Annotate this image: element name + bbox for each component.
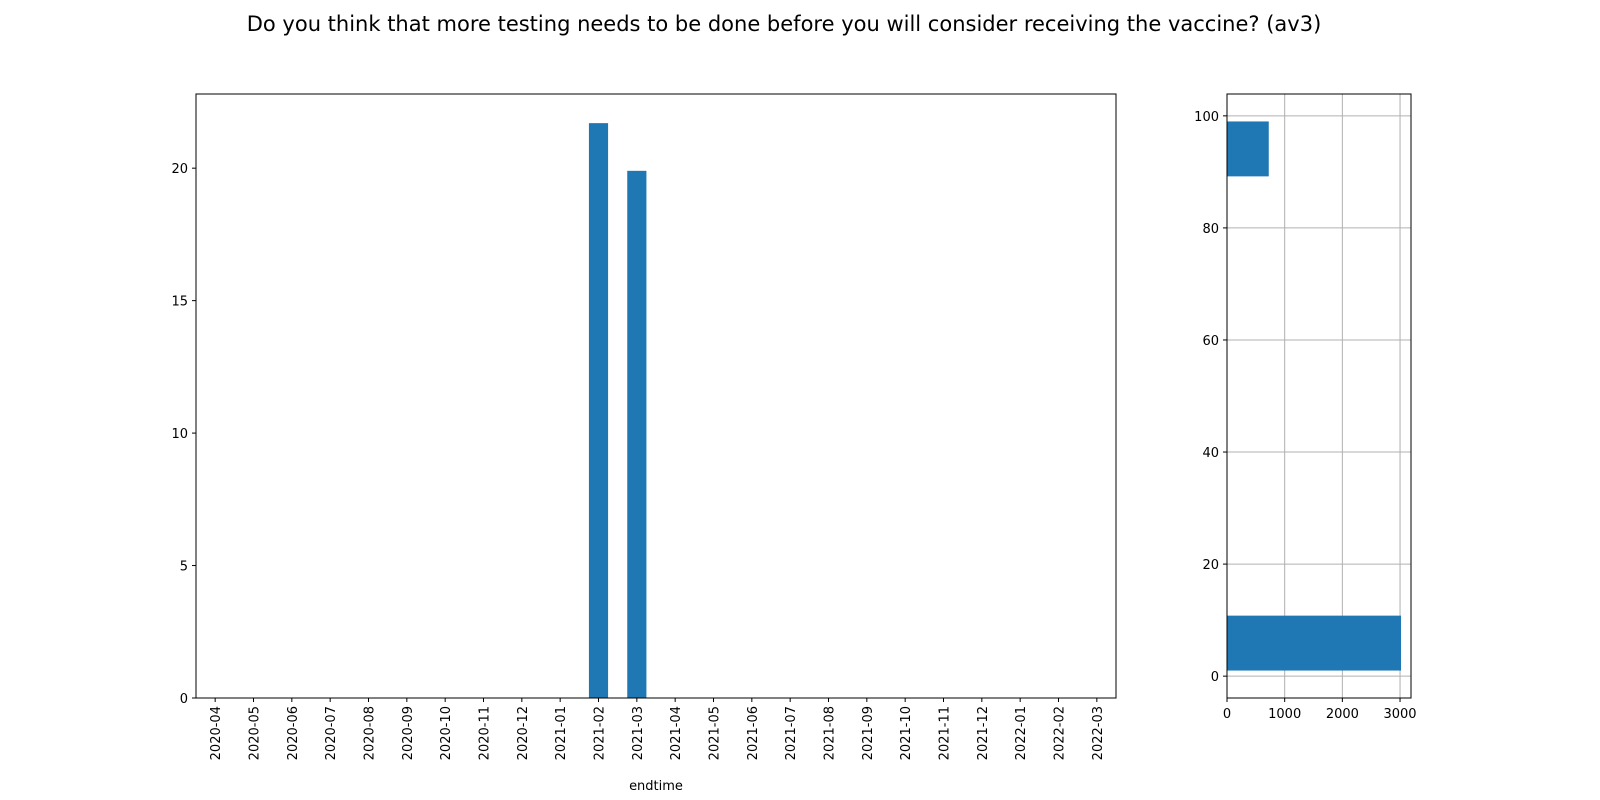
x-tick-label: 2021-01 [554,706,569,760]
x-tick-label: 2021-11 [938,706,953,760]
histogram-bar [1227,121,1269,177]
x-tick-label: 2020-05 [248,706,263,760]
x-tick-label: 2021-02 [593,706,608,760]
x-tick-label: 2020-09 [401,706,416,760]
x-tick-label: 2021-04 [669,706,684,760]
y-tick-label: 0 [180,692,188,707]
histogram-bar [1227,615,1402,671]
y-tick-label: 40 [1202,446,1219,461]
axes-frame [1226,93,1412,699]
x-tick-label: 1000 [1268,707,1301,722]
y-tick-label: 5 [180,560,188,575]
x-tick-label: 2020-10 [439,706,454,760]
x-tick-label: 0 [1223,707,1231,722]
y-tick-label: 10 [171,427,188,442]
bar [588,123,609,698]
y-tick-label: 20 [1202,558,1219,573]
x-tick-label: 2020-08 [363,706,378,760]
x-tick-label: 2021-07 [784,706,799,760]
x-tick-label: 2020-11 [478,706,493,760]
x-tick-label: 2021-09 [861,706,876,760]
x-tick-label: 2021-06 [746,706,761,760]
axes-frame [195,93,1117,699]
x-tick-label: 2022-03 [1091,706,1106,760]
x-tick-label: 2020-12 [516,706,531,760]
x-tick-label: 3000 [1383,707,1416,722]
x-tick-label: 2021-05 [708,706,723,760]
y-tick-label: 0 [1211,670,1219,685]
x-tick-label: 2022-01 [1014,706,1029,760]
x-tick-label: 2021-10 [899,706,914,760]
y-tick-label: 100 [1194,110,1219,125]
x-tick-label: 2021-12 [976,706,991,760]
chart-title: Do you think that more testing needs to … [247,12,1322,36]
y-tick-label: 15 [171,295,188,310]
x-tick-label: 2020-04 [209,706,224,760]
x-tick-label: 2022-02 [1053,706,1068,760]
x-axis-label: endtime [629,779,683,794]
x-tick-label: 2021-08 [823,706,838,760]
x-tick-label: 2020-06 [286,706,301,760]
x-tick-label: 2021-03 [631,706,646,760]
bar [627,170,647,698]
y-tick-label: 20 [171,162,188,177]
y-tick-label: 60 [1202,334,1219,349]
x-tick-label: 2000 [1326,707,1359,722]
y-tick-label: 80 [1202,222,1219,237]
x-tick-label: 2020-07 [324,706,339,760]
